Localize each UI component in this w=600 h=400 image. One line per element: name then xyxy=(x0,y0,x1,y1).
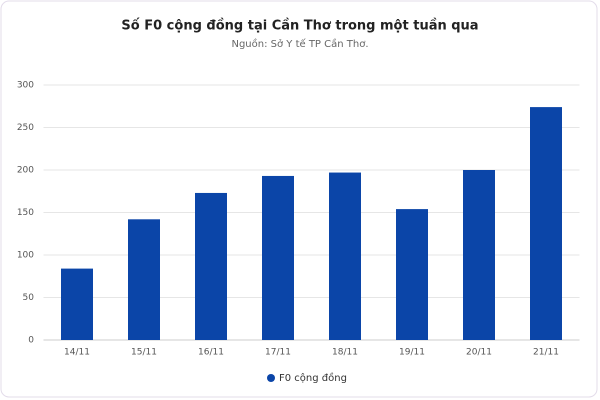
x-tick-label: 14/11 xyxy=(64,348,90,358)
x-tick-label: 19/11 xyxy=(399,348,425,358)
x-tick-label: 16/11 xyxy=(198,348,224,358)
y-tick-label: 100 xyxy=(17,251,34,261)
y-tick-label: 50 xyxy=(23,293,35,303)
x-tick-label: 21/11 xyxy=(533,348,559,358)
y-tick-label: 300 xyxy=(17,81,34,91)
legend-marker xyxy=(267,374,275,382)
bar xyxy=(195,192,227,340)
bar xyxy=(463,170,495,340)
bar xyxy=(61,268,93,340)
chart-title: Số F0 cộng đồng tại Cần Thơ trong một tu… xyxy=(121,19,478,34)
bar xyxy=(396,209,428,340)
bar xyxy=(128,219,160,340)
x-tick-label: 20/11 xyxy=(466,348,492,358)
y-tick-label: 150 xyxy=(17,208,34,218)
x-tick-label: 15/11 xyxy=(131,348,157,358)
legend-label: F0 cộng đồng xyxy=(279,372,347,384)
bar xyxy=(530,107,562,340)
x-tick-label: 17/11 xyxy=(265,348,291,358)
y-tick-label: 200 xyxy=(17,166,34,176)
bar xyxy=(329,172,361,340)
bar xyxy=(262,175,294,340)
chart-subtitle: Nguồn: Sở Y tế TP Cần Thơ. xyxy=(231,38,368,50)
y-tick-label: 0 xyxy=(28,336,34,346)
x-tick-label: 18/11 xyxy=(332,348,358,358)
y-tick-label: 250 xyxy=(17,123,34,133)
